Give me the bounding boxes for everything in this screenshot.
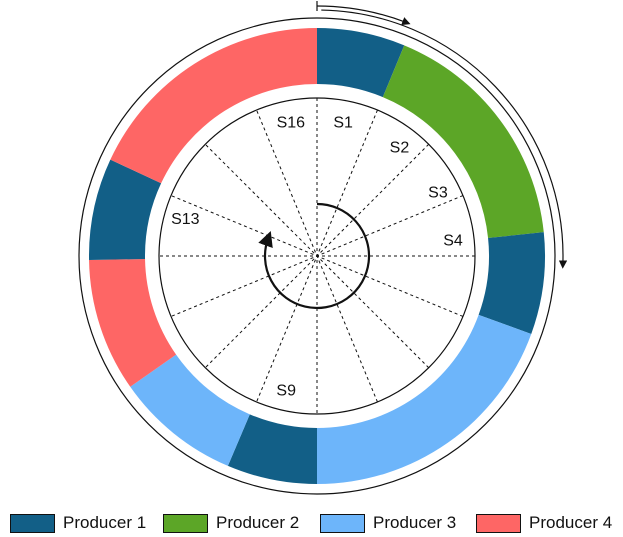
rotation-arrow <box>258 202 371 310</box>
legend-item-producer-1: Producer 1 <box>10 510 146 536</box>
slot-label-s3: S3 <box>428 185 448 202</box>
ring-segment-producer-1 <box>227 414 317 484</box>
legend-swatch-producer-2 <box>163 513 208 533</box>
ring-segments <box>89 28 545 484</box>
ring-segment-producer-2 <box>382 45 544 239</box>
ring-segment-producer-3 <box>130 354 250 466</box>
slot-labels: S1 S2 S3 S4 S9 S13 S16 <box>171 115 463 400</box>
legend-item-producer-2: Producer 2 <box>163 510 299 536</box>
ring-buffer-diagram: S1 S2 S3 S4 S9 S13 S16 <box>78 1 568 495</box>
legend-item-producer-4: Producer 4 <box>476 510 612 536</box>
slot-dividers <box>159 98 475 414</box>
ring-segment-producer-3 <box>317 314 532 484</box>
slot-divider <box>256 109 378 403</box>
legend-label-producer-1: Producer 1 <box>63 513 147 532</box>
legend-swatch-producer-3 <box>320 513 365 533</box>
slot-label-s9: S9 <box>276 382 296 399</box>
outer-boundary-circle <box>78 17 556 495</box>
slot-label-s1: S1 <box>333 115 353 132</box>
ring-segment-producer-1 <box>89 159 162 260</box>
outer-progress-arrow <box>321 9 568 269</box>
legend: Producer 1 Producer 2 Producer 3 Produce… <box>0 510 623 536</box>
ring-segment-producer-4 <box>110 28 318 184</box>
upper-progress-arrow <box>316 5 411 26</box>
legend-swatch-producer-4 <box>476 513 521 533</box>
legend-label-producer-3: Producer 3 <box>373 513 457 532</box>
legend-item-producer-3: Producer 3 <box>320 510 456 536</box>
slot-label-s16: S16 <box>277 115 306 132</box>
slot-label-s4: S4 <box>443 232 463 249</box>
legend-label-producer-4: Producer 4 <box>529 513 613 532</box>
legend-label-producer-2: Producer 2 <box>216 513 300 532</box>
ring-segment-producer-4 <box>89 259 177 387</box>
slot-label-s2: S2 <box>390 140 410 157</box>
legend-swatch-producer-1 <box>10 513 55 533</box>
slot-label-s13: S13 <box>171 211 200 228</box>
ring-segment-producer-1 <box>317 28 405 98</box>
ring-segment-producer-1 <box>478 232 545 334</box>
